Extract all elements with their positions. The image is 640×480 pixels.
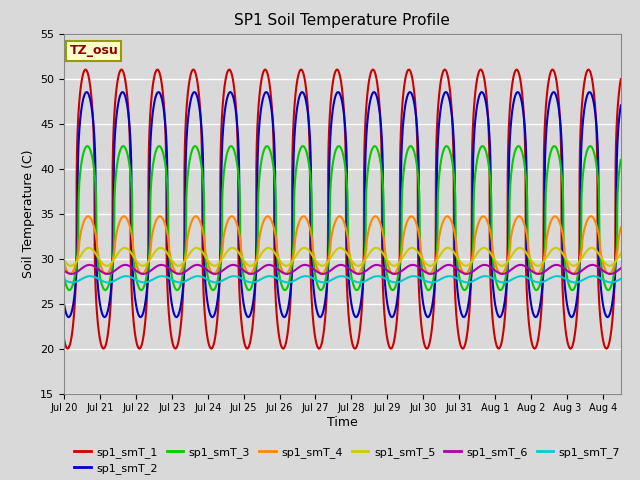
sp1_smT_6	[617, 265, 625, 271]
sp1_smT_3	[60, 274, 68, 279]
sp1_smT_5	[546, 249, 554, 255]
sp1_smT_2	[83, 89, 90, 95]
sp1_smT_3	[138, 287, 145, 293]
sp1_smT_6	[298, 263, 306, 268]
sp1_smT_3	[298, 144, 306, 149]
sp1_smT_2	[547, 96, 554, 102]
sp1_smT_7	[606, 279, 614, 285]
sp1_smT_5	[617, 251, 625, 256]
sp1_smT_5	[298, 246, 306, 252]
sp1_smT_6	[391, 271, 399, 277]
sp1_smT_4	[606, 271, 614, 276]
Line: sp1_smT_5: sp1_smT_5	[64, 248, 621, 266]
sp1_smT_3	[617, 157, 625, 163]
sp1_smT_4	[298, 215, 306, 220]
sp1_smT_6	[124, 263, 132, 268]
sp1_smT_7	[298, 274, 306, 280]
Legend: sp1_smT_1, sp1_smT_2, sp1_smT_3, sp1_smT_4, sp1_smT_5, sp1_smT_6, sp1_smT_7: sp1_smT_1, sp1_smT_2, sp1_smT_3, sp1_smT…	[70, 443, 625, 479]
sp1_smT_2	[274, 286, 282, 292]
sp1_smT_7	[104, 279, 112, 285]
sp1_smT_5	[157, 245, 164, 251]
sp1_smT_1	[274, 321, 282, 326]
Line: sp1_smT_6: sp1_smT_6	[64, 265, 621, 274]
Y-axis label: Soil Temperature (C): Soil Temperature (C)	[22, 149, 35, 278]
sp1_smT_4	[547, 220, 554, 226]
sp1_smT_3	[124, 151, 131, 157]
sp1_smT_4	[617, 225, 625, 230]
sp1_smT_4	[274, 252, 282, 257]
sp1_smT_5	[274, 254, 282, 260]
sp1_smT_1	[157, 74, 164, 80]
sp1_smT_2	[617, 103, 625, 108]
Title: SP1 Soil Temperature Profile: SP1 Soil Temperature Profile	[234, 13, 451, 28]
sp1_smT_4	[408, 214, 415, 219]
sp1_smT_6	[60, 268, 68, 274]
Line: sp1_smT_3: sp1_smT_3	[64, 146, 621, 290]
sp1_smT_6	[157, 262, 164, 268]
sp1_smT_7	[60, 277, 68, 283]
sp1_smT_4	[67, 271, 74, 277]
sp1_smT_1	[606, 335, 614, 341]
sp1_smT_7	[546, 276, 554, 281]
sp1_smT_6	[547, 264, 554, 270]
X-axis label: Time: Time	[327, 416, 358, 429]
sp1_smT_6	[606, 271, 614, 277]
sp1_smT_1	[124, 96, 131, 102]
sp1_smT_5	[60, 257, 68, 263]
sp1_smT_1	[60, 336, 68, 342]
sp1_smT_2	[606, 310, 614, 316]
sp1_smT_2	[60, 301, 68, 307]
sp1_smT_6	[274, 266, 282, 272]
sp1_smT_1	[566, 346, 574, 351]
sp1_smT_2	[157, 92, 164, 98]
sp1_smT_4	[124, 217, 132, 223]
sp1_smT_7	[157, 273, 164, 279]
Line: sp1_smT_4: sp1_smT_4	[64, 216, 621, 274]
sp1_smT_6	[122, 262, 129, 268]
Line: sp1_smT_2: sp1_smT_2	[64, 92, 621, 317]
sp1_smT_3	[550, 143, 558, 149]
sp1_smT_2	[424, 314, 432, 320]
sp1_smT_2	[298, 89, 306, 95]
sp1_smT_5	[124, 246, 132, 252]
Text: TZ_osu: TZ_osu	[70, 44, 118, 58]
sp1_smT_1	[297, 67, 305, 72]
Line: sp1_smT_1: sp1_smT_1	[64, 70, 621, 348]
sp1_smT_1	[617, 76, 625, 82]
Line: sp1_smT_7: sp1_smT_7	[64, 276, 621, 282]
sp1_smT_7	[617, 276, 625, 282]
sp1_smT_7	[589, 273, 597, 279]
sp1_smT_3	[546, 152, 554, 157]
sp1_smT_4	[157, 214, 164, 219]
sp1_smT_2	[124, 106, 132, 111]
sp1_smT_7	[124, 274, 132, 279]
sp1_smT_3	[274, 260, 282, 265]
sp1_smT_5	[606, 263, 614, 269]
sp1_smT_5	[121, 245, 129, 251]
sp1_smT_4	[60, 260, 68, 265]
sp1_smT_1	[298, 67, 306, 73]
sp1_smT_3	[157, 144, 164, 150]
sp1_smT_7	[274, 276, 282, 282]
sp1_smT_5	[606, 263, 614, 269]
sp1_smT_1	[546, 71, 554, 77]
sp1_smT_3	[606, 286, 614, 291]
